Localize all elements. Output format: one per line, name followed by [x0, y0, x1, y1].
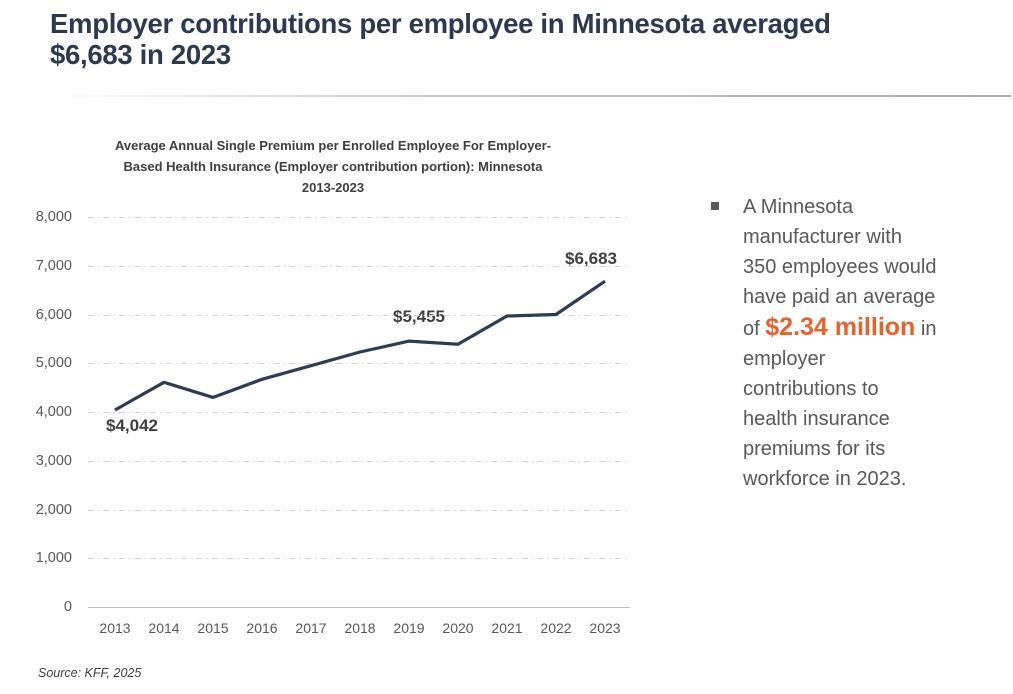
y-axis-label: 1,000: [35, 550, 72, 567]
x-axis-label: 2016: [246, 620, 278, 636]
trend-line: [114, 279, 606, 412]
gridline: [88, 412, 630, 413]
trend-line-chart: [114, 279, 606, 412]
chart-title: Average Annual Single Premium per Enroll…: [63, 135, 603, 198]
gridline: [88, 217, 630, 218]
chart-title-line: Based Health Insurance (Employer contrib…: [123, 159, 543, 174]
x-axis-label: 2023: [589, 620, 621, 636]
x-axis-label: 2019: [393, 620, 425, 636]
bullet-square-icon: [711, 202, 719, 210]
chart-title-line: 2013-2023: [301, 180, 365, 195]
y-axis-label: 2,000: [35, 501, 72, 518]
x-axis-label: 2015: [197, 620, 229, 636]
y-axis-label: 4,000: [35, 404, 72, 420]
title-divider: [45, 95, 1011, 97]
x-axis-line: [88, 607, 630, 608]
y-axis-label: 6,000: [35, 306, 72, 323]
gridline: [88, 363, 630, 365]
x-axis-label: 2022: [540, 620, 572, 636]
x-axis-label: 2020: [442, 620, 474, 636]
source-note: Source: KFF, 2025: [38, 666, 142, 680]
y-axis-label: 5,000: [35, 355, 72, 372]
x-axis-label: 2018: [344, 620, 376, 636]
callout-text-after: in employer contributions to health insu…: [743, 318, 937, 490]
y-axis-label: 0: [63, 599, 72, 615]
y-axis-label: 3,000: [35, 452, 72, 469]
callout-text-before: A Minnesota manufacturer with 350 employ…: [743, 196, 937, 340]
gridline: [88, 265, 630, 267]
gridline: [88, 558, 630, 560]
x-axis-label: 2014: [148, 620, 180, 636]
x-axis-label: 2017: [295, 620, 327, 636]
plot-area: $4,042 $5,455 $6,683 0 1,000 2,000 3,000 4,0…: [36, 209, 630, 636]
y-axis-label: 8,000: [35, 209, 72, 225]
gridline: [88, 314, 630, 316]
y-axis-label: 7,000: [35, 257, 72, 274]
x-axis-label: 2013: [99, 620, 131, 636]
gridline: [88, 460, 630, 462]
data-label-2023: $6,683: [565, 249, 617, 268]
page-title: Employer contributions per employee in M…: [50, 8, 831, 70]
callout-bullet-item: A Minnesota manufacturer with 350 employ…: [711, 192, 1003, 494]
data-label-2019: $5,455: [393, 307, 445, 326]
chart-title-line: Average Annual Single Premium per Enroll…: [114, 138, 552, 153]
x-axis-label: 2021: [491, 620, 523, 636]
data-label-2013: $4,042: [106, 416, 158, 435]
callout-text: A Minnesota manufacturer with 350 employ…: [743, 192, 989, 494]
callout-highlight: $2.34 million: [765, 313, 916, 341]
gridline: [88, 509, 630, 511]
